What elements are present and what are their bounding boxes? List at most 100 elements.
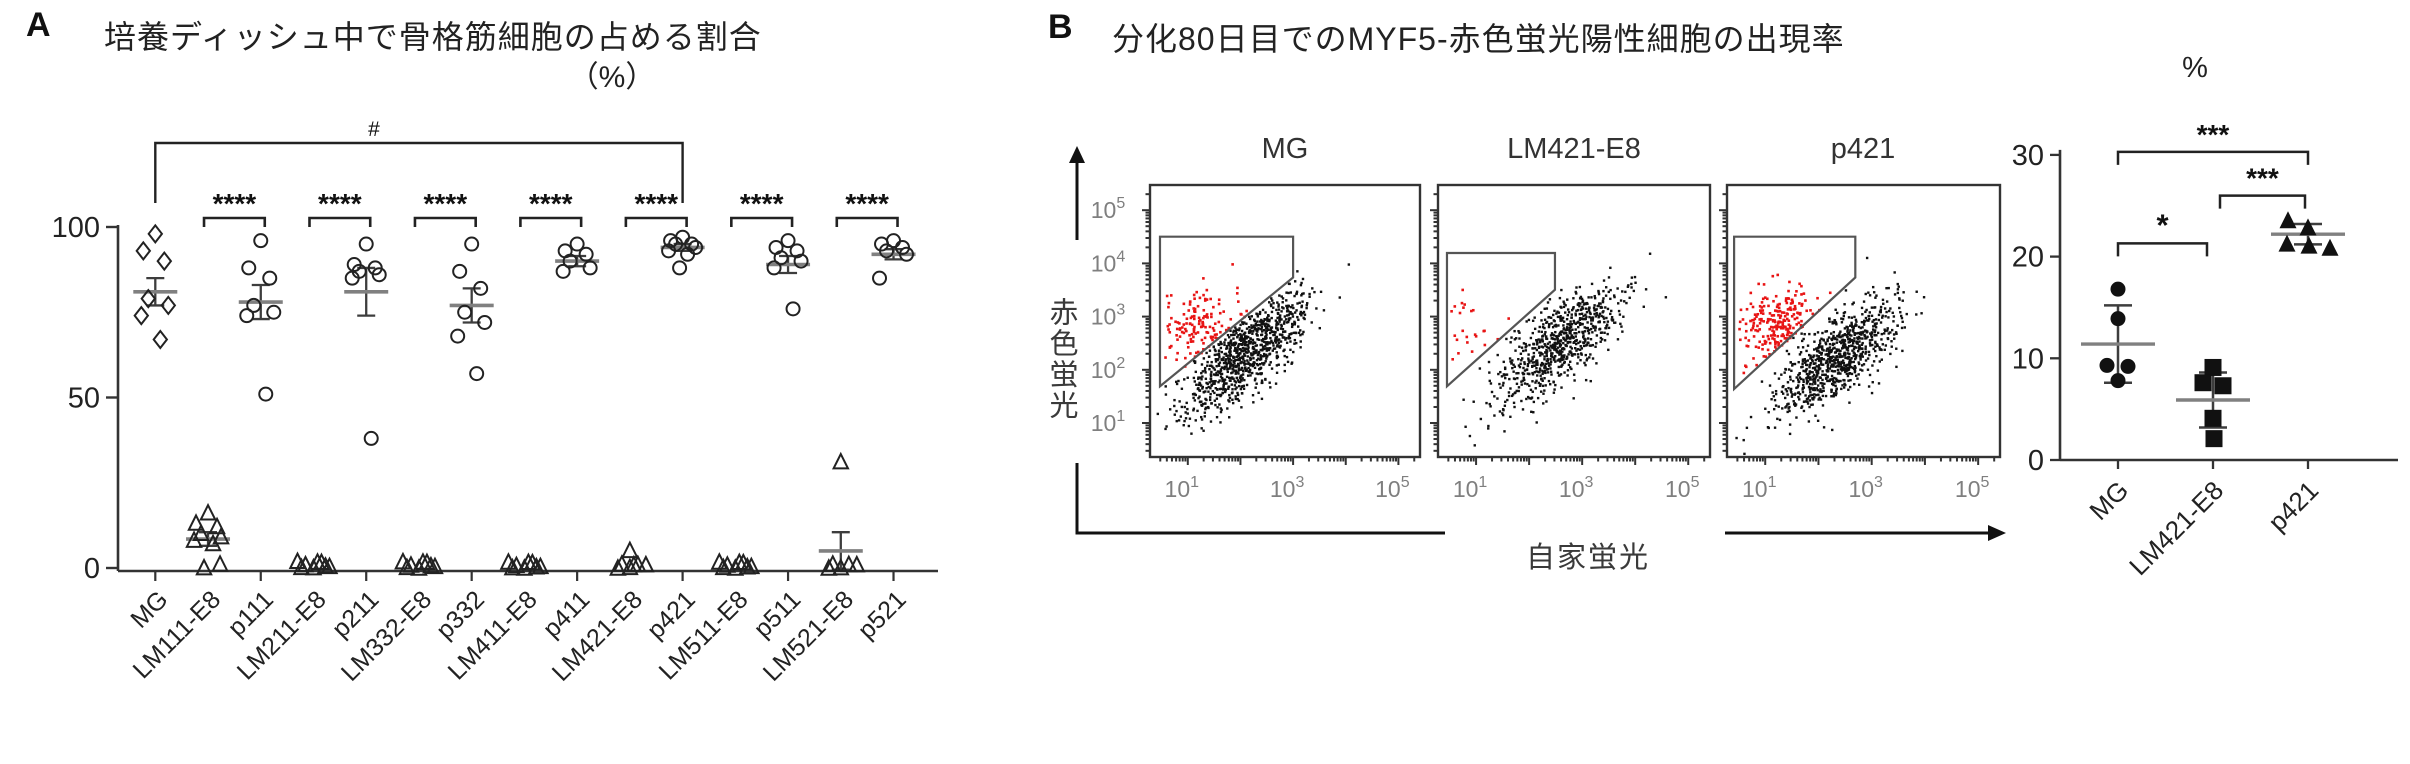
facs-frame [1725,183,2002,459]
marker-diamond [140,288,157,309]
marker-triangle [199,502,217,521]
a-pair-sig-label: **** [845,188,889,219]
marker-triangle [625,554,643,573]
facs-scatter-dots [1156,263,1351,435]
facs-frame [1436,183,1712,459]
a-pair-sig-label: **** [213,188,257,219]
marker-diamond [160,295,177,316]
facs-x-tick-label: 105 [1375,474,1410,502]
marker-triangle [2278,234,2296,252]
facs-y-tick-label: 103 [1091,302,1126,330]
marker-diamond [135,240,152,261]
b-sig-bracket [2116,150,2310,165]
b-column-label: LM421-E8 [2123,475,2229,581]
marker-diamond [147,223,164,244]
a-pair-sig-bracket [308,216,372,227]
a-y-tick-label: 50 [68,383,100,415]
a-pair-sig-label: **** [318,188,362,219]
marker-triangle [503,557,522,576]
facs-x-tick-label: 103 [1270,474,1305,502]
b-y-tick-label: 20 [2012,242,2044,274]
marker-circle [2110,281,2126,297]
facs-title-mg: MG [1261,133,1309,165]
marker-triangle [414,552,432,570]
a-y-tick-label: 100 [52,212,100,244]
marker-circle [766,260,782,276]
facs-x-tick-label: 105 [1665,474,1700,502]
marker-triangle [398,557,416,576]
marker-triangle [609,558,627,576]
a-pair-sig-bracket [730,216,794,227]
marker-square [2204,358,2222,376]
a-pair-sig-label: **** [634,188,678,219]
facs-y-tick-label: 101 [1091,408,1126,436]
marker-triangle [2300,236,2318,254]
marker-circle [2110,373,2126,389]
a-pair-sig-bracket [519,216,583,227]
marker-circle [363,430,379,446]
marker-triangle [304,557,323,576]
marker-circle [785,301,801,317]
marker-circle [262,270,278,286]
marker-triangle [613,554,631,572]
a-column-label: p521 [853,585,912,644]
facs-plot-p421: 101 103 105 [1719,183,2002,502]
marker-circle [684,236,700,252]
b-sig-bracket [2218,194,2307,209]
marker-triangle [637,554,655,573]
facs-frame [1148,183,1422,459]
marker-circle [780,233,796,249]
facs-scatter-dots [1450,252,1668,447]
marker-triangle [726,558,745,576]
facs-x-tick-label: 105 [1955,474,1990,502]
b-column-label: p421 [2262,475,2324,537]
facs-x-axis-line-left [1075,463,1445,535]
marker-square [2214,377,2232,395]
marker-triangle [208,516,226,535]
marker-diamond [152,329,169,350]
marker-circle [773,250,789,266]
a-overall-sig-label: # [368,118,380,141]
facs-scatter-dots [1735,256,1926,456]
facs-x-tick-label: 103 [1559,474,1594,502]
marker-triangle [195,557,213,576]
marker-triangle [847,554,866,573]
marker-circle [239,308,255,324]
marker-circle [899,246,915,262]
marker-triangle [308,552,327,570]
marker-square [2204,409,2222,427]
facs-x-tick-label: 103 [1848,474,1883,502]
marker-diamond [156,250,173,272]
marker-circle [578,246,594,262]
facs-y-arrowhead-icon [1069,146,1085,163]
marker-triangle [316,556,335,574]
marker-triangle [738,556,757,575]
a-pair-sig-label: **** [424,188,468,219]
marker-circle [469,366,485,382]
facs-plot-LM421-E8: 101 103 105 [1430,183,1712,502]
facs-x-tick-label: 101 [1165,474,1200,502]
facs-gate-polygon [1158,235,1295,389]
marker-circle [872,270,888,286]
marker-triangle [204,533,222,552]
marker-circle [246,297,262,313]
marker-circle [2120,358,2136,374]
a-y-tick-label: 0 [84,553,100,585]
marker-triangle [192,523,210,542]
marker-circle [582,260,598,276]
marker-triangle [402,555,420,573]
facs-y-tick-label: 105 [1091,195,1126,223]
marker-circle [555,263,571,279]
marker-circle [241,260,257,276]
b-sig-bracket [2116,242,2209,257]
marker-triangle [2279,211,2297,229]
marker-triangle [519,552,538,571]
facs-x-arrowhead-icon [1988,525,2006,541]
marker-triangle [296,554,315,573]
marker-triangle [730,552,749,571]
a-pair-sig-bracket [624,216,688,227]
facs-y-tick-label: 102 [1091,355,1126,383]
